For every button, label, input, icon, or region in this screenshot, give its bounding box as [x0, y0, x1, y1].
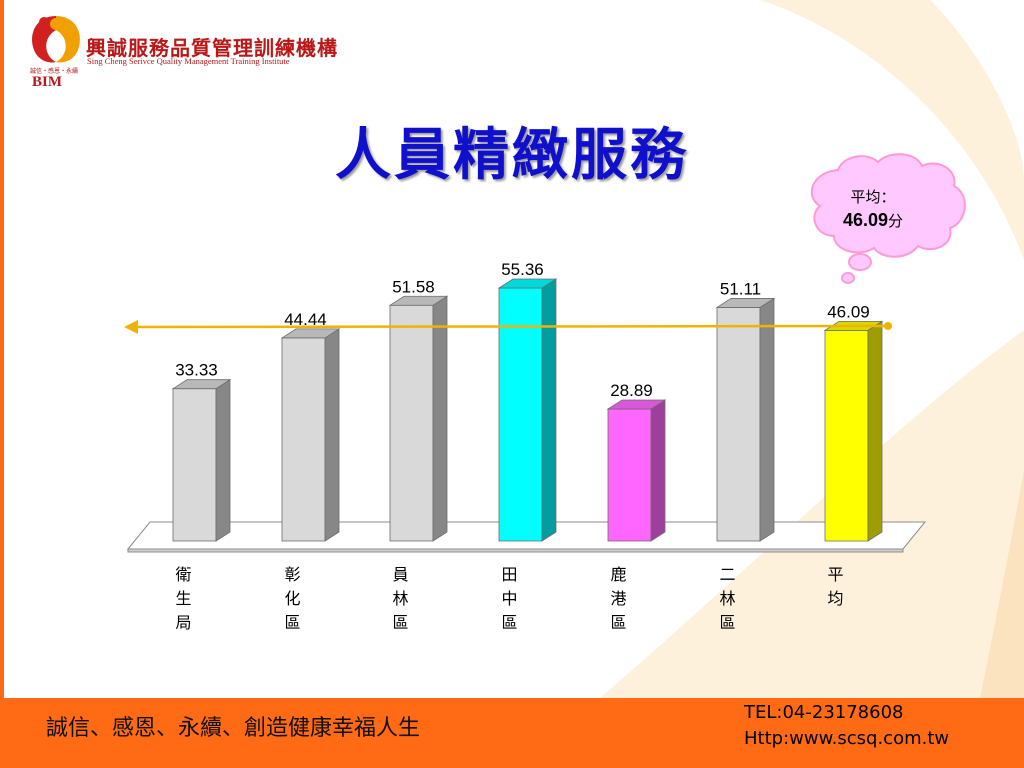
value-labels: 33.33 44.44 51.58 55.36 28.89 51.11 46.09 [175, 260, 870, 400]
value-label: 55.36 [501, 260, 544, 279]
bar-side [867, 320, 883, 542]
bar-top [606, 399, 667, 410]
footer-contact: TEL:04-23178608 Http:www.scsq.com.tw [744, 700, 949, 752]
arrow-head-icon [124, 320, 138, 334]
value-label: 44.44 [284, 310, 327, 329]
bar-top [715, 298, 776, 308]
slide-title: 人員精緻服務 [335, 122, 689, 188]
category-label: 平均 [827, 565, 843, 608]
bar [715, 297, 776, 542]
bar-side [432, 295, 448, 542]
bar-chart: 33.33 44.44 51.58 55.36 28.89 51.11 46.09 衛生局 彰… [124, 260, 927, 632]
bar-front [172, 388, 217, 542]
bar-front [716, 307, 761, 542]
bar [280, 328, 341, 542]
bar-side [215, 378, 231, 542]
institute-logo: 興誠服務品質管理訓練機構 Sing Cheng Serivce Quality … [26, 12, 337, 94]
chart-bars [171, 278, 884, 542]
value-label: 28.89 [610, 381, 653, 400]
bar-side [759, 297, 775, 542]
category-labels: 衛生局 彰化區 員林區 田中區 鹿港區 二林區 平均 [175, 565, 843, 632]
footer-bar: 誠信、感恩、永續、創造健康幸福人生 TEL:04-23178608 Http:w… [0, 698, 1024, 768]
value-label: 51.11 [720, 279, 761, 298]
logo-name-cn: 興誠服務品質管理訓練機構 [86, 36, 338, 60]
bar-top [280, 328, 341, 339]
category-label: 田中區 [501, 565, 517, 632]
bar-front [498, 287, 543, 542]
bar-side [324, 328, 340, 542]
logo-name-en: Sing Cheng Serivce Quality Management Tr… [87, 56, 290, 66]
floor-edge [127, 548, 904, 553]
callout-value: 46.09分 [818, 210, 928, 231]
bar-front [281, 337, 326, 542]
average-callout-bubble [810, 153, 966, 284]
footer-tel: TEL:04-23178608 [744, 702, 904, 723]
logo-abbr: BIM [32, 74, 62, 90]
bar-top [388, 295, 449, 306]
value-label: 46.09 [827, 302, 870, 321]
bar [606, 399, 667, 542]
bar [823, 320, 884, 542]
bar-front [824, 329, 869, 542]
callout-number: 46.09 [842, 210, 889, 230]
footer-url[interactable]: Http:www.scsq.com.tw [744, 728, 950, 749]
category-label: 彰化區 [284, 565, 300, 632]
bar-front [389, 304, 434, 542]
category-label: 員林區 [392, 565, 408, 632]
average-line [124, 320, 892, 334]
category-label: 二林區 [719, 565, 735, 632]
line-end-dot [884, 322, 892, 330]
value-label: 51.58 [392, 277, 435, 296]
bar [171, 378, 232, 542]
logo-motto: 誠信・感恩・永續 [30, 68, 79, 75]
callout-unit: 分 [888, 212, 904, 230]
average-line-stroke [133, 324, 889, 329]
category-label: 衛生局 [175, 565, 191, 632]
bar-top [497, 278, 558, 289]
bar [388, 295, 449, 542]
bar-side [650, 399, 666, 542]
bar [497, 278, 558, 542]
footer-slogan: 誠信、感恩、永續、創造健康幸福人生 [46, 716, 421, 741]
bar-side [541, 278, 557, 542]
logo-emblem-icon [32, 16, 80, 63]
value-label: 33.33 [175, 361, 218, 380]
bar-front [607, 408, 652, 542]
category-label: 鹿港區 [610, 565, 626, 632]
callout-label: 平均： [850, 188, 896, 206]
bar-top [171, 379, 232, 390]
